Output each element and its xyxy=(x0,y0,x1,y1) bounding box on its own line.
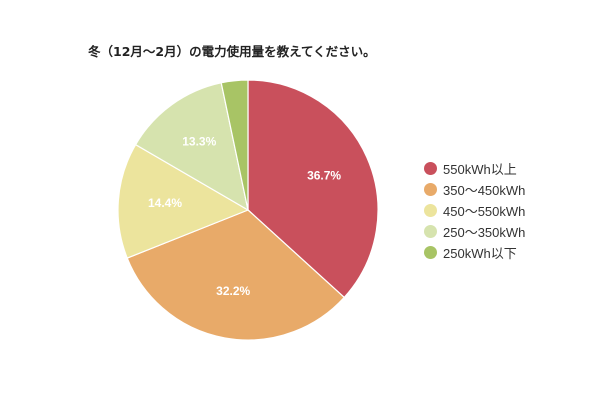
legend-label: 450～550kWh xyxy=(443,204,526,219)
legend-item: 450～550kWh xyxy=(424,200,525,221)
legend-item: 550kWh以上 xyxy=(424,158,525,179)
legend: 550kWh以上 350～450kWh 450～550kWh 250～350kWh 25… xyxy=(424,158,525,263)
pie-slice xyxy=(247,79,379,299)
legend-swatch xyxy=(424,246,437,259)
pie-slice xyxy=(220,79,249,211)
legend-item: 250～350kWh xyxy=(424,221,525,242)
chart-title: 冬（12月～2月）の電力使用量を教えてください。 xyxy=(88,44,376,59)
slice-data-label: 32.2% xyxy=(216,284,250,298)
legend-swatch xyxy=(424,225,437,238)
legend-label: 250～350kWh xyxy=(443,225,526,240)
legend-label: 550kWh以上 xyxy=(443,162,517,177)
legend-swatch xyxy=(424,162,437,175)
slice-data-label: 14.4% xyxy=(148,196,182,210)
legend-swatch xyxy=(424,183,437,196)
slice-data-label: 13.3% xyxy=(182,135,216,149)
pie-slice xyxy=(117,143,250,259)
legend-swatch xyxy=(424,204,437,217)
pie-slice xyxy=(126,209,346,341)
legend-item: 250kWh以下 xyxy=(424,242,525,263)
pie-slice xyxy=(134,82,249,212)
legend-label: 250kWh以下 xyxy=(443,246,517,261)
legend-label: 350～450kWh xyxy=(443,183,526,198)
slice-data-label: 36.7% xyxy=(307,168,341,182)
legend-item: 350～450kWh xyxy=(424,179,525,200)
